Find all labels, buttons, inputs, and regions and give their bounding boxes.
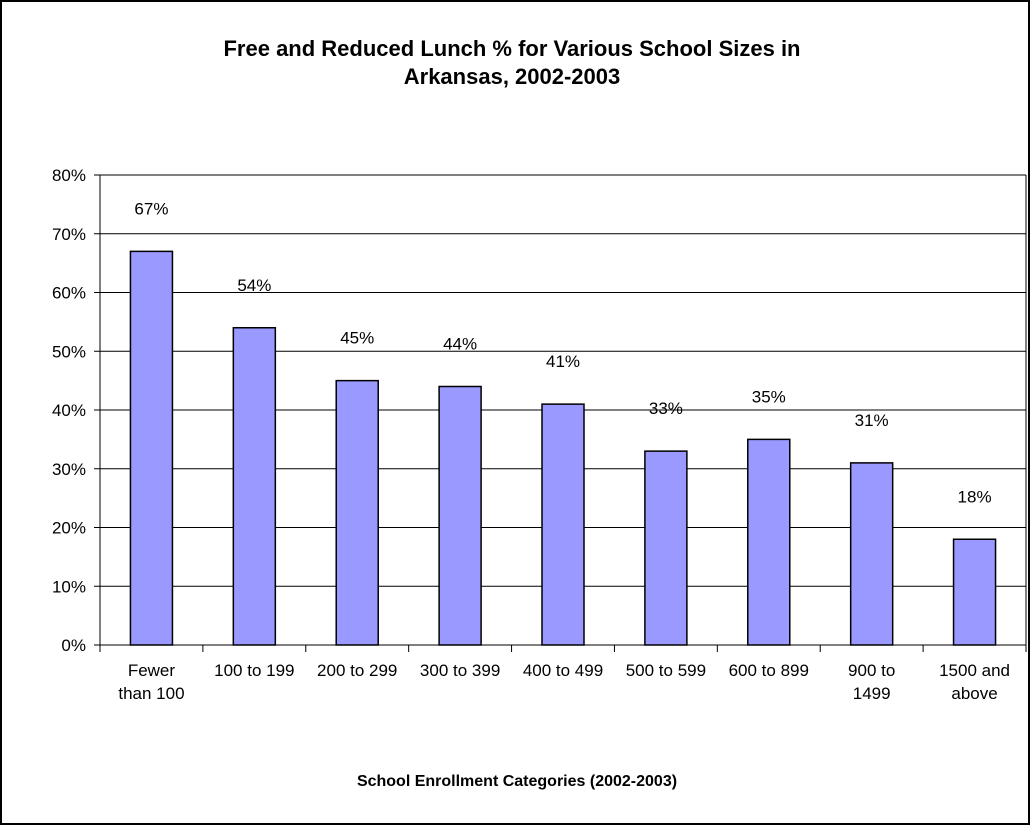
bar xyxy=(232,327,277,646)
x-tick-label: 300 to 399 xyxy=(420,661,500,680)
x-tick-label: 200 to 299 xyxy=(317,661,397,680)
x-axis-title: School Enrollment Categories (2002-2003) xyxy=(356,773,678,790)
x-tick-label: 400 to 499 xyxy=(523,661,603,680)
x-tick-label: above xyxy=(951,684,997,703)
data-label: 67% xyxy=(134,199,168,218)
x-tick-label: Fewer xyxy=(128,661,176,680)
y-tick-label: 60% xyxy=(52,284,86,303)
chart-title-line-2: Arkansas, 2002-2003 xyxy=(403,64,621,89)
data-label: 31% xyxy=(855,411,889,430)
bar xyxy=(644,450,688,646)
data-label: 18% xyxy=(958,487,992,506)
x-tick-label: 500 to 599 xyxy=(626,661,706,680)
chart-title-line-1: Free and Reduced Lunch % for Various Sch… xyxy=(223,36,801,61)
x-tick-label: 100 to 199 xyxy=(214,661,294,680)
data-label: 35% xyxy=(752,387,786,406)
data-label: 41% xyxy=(546,352,580,371)
y-tick-label: 80% xyxy=(52,166,86,185)
data-label: 45% xyxy=(340,329,374,348)
x-tick-label: 600 to 899 xyxy=(729,661,809,680)
bar xyxy=(438,385,482,646)
y-tick-label: 30% xyxy=(52,460,86,479)
x-tick-label: 900 to xyxy=(848,661,895,680)
y-tick-label: 20% xyxy=(52,519,86,538)
bar xyxy=(541,403,585,646)
y-tick-label: 50% xyxy=(52,342,86,361)
y-tick-label: 0% xyxy=(61,636,86,655)
x-tick-label: than 100 xyxy=(118,684,184,703)
bar xyxy=(952,538,997,646)
chart-title: Free and Reduced Lunch % for Various Sch… xyxy=(102,35,922,91)
y-tick-label: 70% xyxy=(52,225,86,244)
bar xyxy=(129,250,174,646)
bar xyxy=(849,462,894,646)
x-tick-label: 1500 and xyxy=(939,661,1010,680)
data-label: 54% xyxy=(237,276,271,295)
y-tick-label: 10% xyxy=(52,577,86,596)
bar xyxy=(747,438,791,646)
data-label: 33% xyxy=(649,399,683,418)
x-tick-label: 1499 xyxy=(853,684,891,703)
y-tick-label: 40% xyxy=(52,401,86,420)
data-label: 44% xyxy=(443,335,477,354)
bar xyxy=(335,379,379,646)
